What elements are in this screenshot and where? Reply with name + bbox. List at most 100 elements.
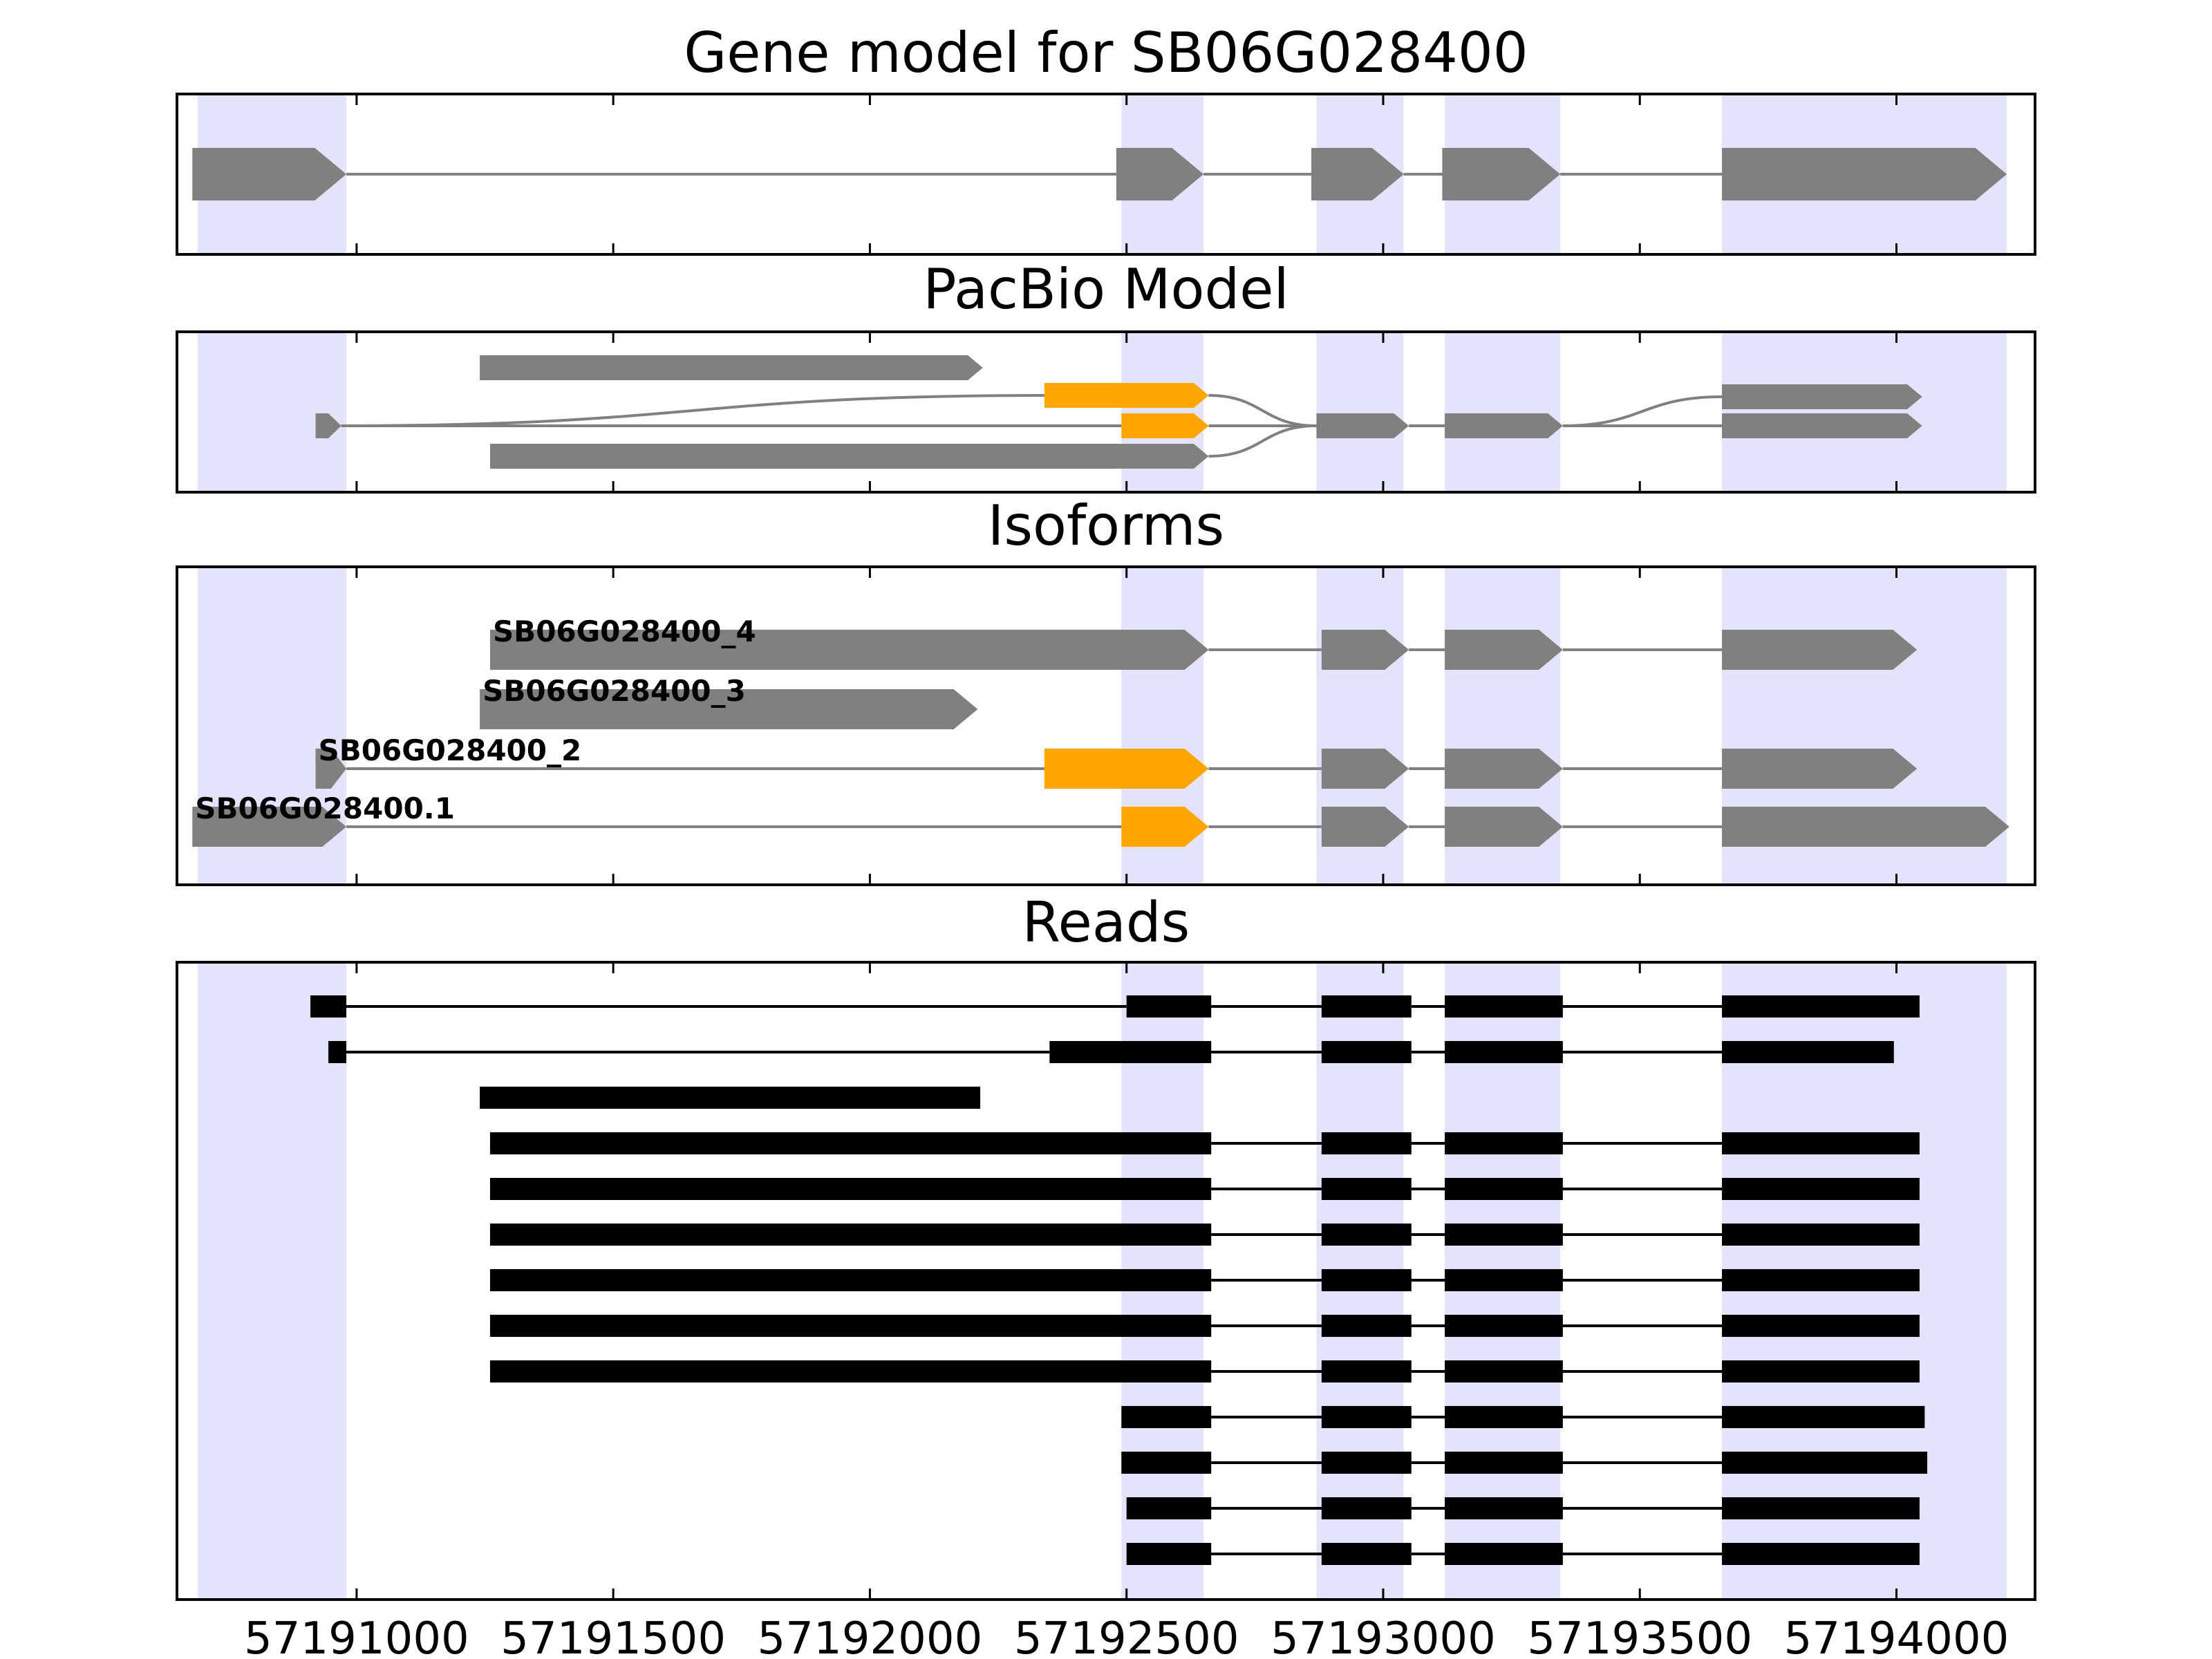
read-block xyxy=(1445,1452,1563,1474)
read-block xyxy=(1321,1406,1412,1428)
pacbio-exon xyxy=(489,444,1209,469)
x-tick-label: 57192000 xyxy=(758,1613,983,1659)
read-block xyxy=(1126,1497,1212,1519)
isoform-exon xyxy=(1321,630,1409,670)
pacbio-panel-shaded-exon-region xyxy=(1445,332,1561,492)
pacbio-exon xyxy=(1316,413,1409,438)
pacbio-model-panel xyxy=(176,330,2036,494)
isoform-label: SB06G028400.1 xyxy=(195,791,455,825)
read-block xyxy=(489,1132,1212,1154)
isoform-exon xyxy=(480,689,978,729)
read-block xyxy=(1445,1224,1563,1246)
read-block xyxy=(1321,995,1412,1018)
read-block xyxy=(480,1087,981,1109)
gene-model-title: Gene model for SB06G028400 xyxy=(684,21,1528,85)
pacbio-panel-shaded-exon-region xyxy=(1722,332,2007,492)
read-block xyxy=(1722,1224,1920,1246)
x-tick-label: 57191000 xyxy=(244,1613,469,1659)
pacbio-branch-curve xyxy=(1208,424,1317,458)
read-block xyxy=(1722,995,1920,1018)
x-tick-label: 57194000 xyxy=(1784,1613,2009,1659)
isoform-exon xyxy=(1445,807,1563,847)
read-block xyxy=(1722,1315,1920,1337)
gene-exon xyxy=(1116,148,1204,200)
isoform-exon xyxy=(489,630,1209,670)
read-block xyxy=(1321,1315,1412,1337)
read-block xyxy=(1722,1406,1925,1428)
read-block xyxy=(1445,1041,1563,1063)
read-block xyxy=(1445,1497,1563,1519)
isoform-exon xyxy=(1321,749,1409,789)
isoforms-title: Isoforms xyxy=(988,494,1224,558)
gene-exon xyxy=(1442,148,1561,200)
isoform-label: SB06G028400_2 xyxy=(318,733,581,767)
pacbio-panel-shaded-exon-region xyxy=(197,332,347,492)
read-block xyxy=(1321,1132,1412,1154)
read-block xyxy=(1722,1041,1894,1063)
read-block xyxy=(1445,995,1563,1018)
read-block xyxy=(489,1269,1212,1291)
pacbio-panel-frame xyxy=(176,330,2036,494)
pacbio-exon xyxy=(1445,413,1563,438)
read-block xyxy=(1722,1269,1920,1291)
isoform-exon xyxy=(1722,749,1918,789)
gene-exon xyxy=(192,148,347,200)
read-block xyxy=(1321,1178,1412,1200)
reads-panel xyxy=(176,961,2036,1601)
pacbio-panel-shaded-exon-region xyxy=(1316,332,1404,492)
isoform-exon xyxy=(1445,749,1563,789)
read-block xyxy=(1445,1543,1563,1565)
read-block xyxy=(1722,1543,1920,1565)
read-block xyxy=(1445,1178,1563,1200)
pacbio-exon xyxy=(1121,413,1209,438)
isoform-exon xyxy=(1445,630,1563,670)
x-tick-label: 57193000 xyxy=(1271,1613,1496,1659)
read-block xyxy=(1321,1269,1412,1291)
isoform-label: SB06G028400_3 xyxy=(482,674,746,708)
read-block xyxy=(1049,1041,1212,1063)
pacbio-exon xyxy=(1722,413,1922,438)
pacbio-branch-curve xyxy=(341,394,1044,427)
isoforms-panel-frame xyxy=(176,565,2036,886)
read-block xyxy=(1445,1269,1563,1291)
read-block xyxy=(1321,1497,1412,1519)
pacbio-exon xyxy=(480,355,983,380)
pacbio-branch-curve xyxy=(1208,394,1317,427)
isoform-exon xyxy=(1044,749,1209,789)
isoform-exon xyxy=(1722,630,1918,670)
gene-exon xyxy=(1311,148,1404,200)
read-block xyxy=(1321,1360,1412,1382)
isoform-exon xyxy=(1121,807,1209,847)
isoform-exon xyxy=(315,749,347,789)
read-block xyxy=(1321,1224,1412,1246)
reads-title: Reads xyxy=(1022,890,1190,955)
read-block xyxy=(489,1178,1212,1200)
isoform-exon xyxy=(1722,807,2009,847)
gene-panel-frame xyxy=(176,93,2036,256)
x-axis-tick-labels: 57191000 57191500 57192000 57192500 57193000… xyxy=(244,1613,2009,1659)
read-block xyxy=(1126,1543,1212,1565)
read-block xyxy=(1121,1452,1212,1474)
gene-model-panel xyxy=(176,93,2036,256)
read-block xyxy=(1445,1132,1563,1154)
pacbio-branch-curve xyxy=(1562,395,1723,427)
read-block xyxy=(1126,995,1212,1018)
read-block xyxy=(489,1315,1212,1337)
pacbio-model-title: PacBio Model xyxy=(923,257,1288,321)
read-block xyxy=(1321,1041,1412,1063)
read-block xyxy=(489,1224,1212,1246)
reads-panel-shaded-exon-region xyxy=(197,962,347,1600)
read-block xyxy=(1722,1452,1928,1474)
read-block xyxy=(1445,1360,1563,1382)
read-block xyxy=(1722,1360,1920,1382)
read-block xyxy=(1722,1178,1920,1200)
reads-panel-frame xyxy=(176,961,2036,1601)
read-block xyxy=(328,1041,347,1063)
read-block xyxy=(1121,1406,1212,1428)
pacbio-exon xyxy=(315,413,341,438)
pacbio-alt-end-exon xyxy=(1722,384,1922,409)
read-block xyxy=(489,1360,1212,1382)
read-block xyxy=(310,995,347,1018)
read-block xyxy=(1321,1543,1412,1565)
